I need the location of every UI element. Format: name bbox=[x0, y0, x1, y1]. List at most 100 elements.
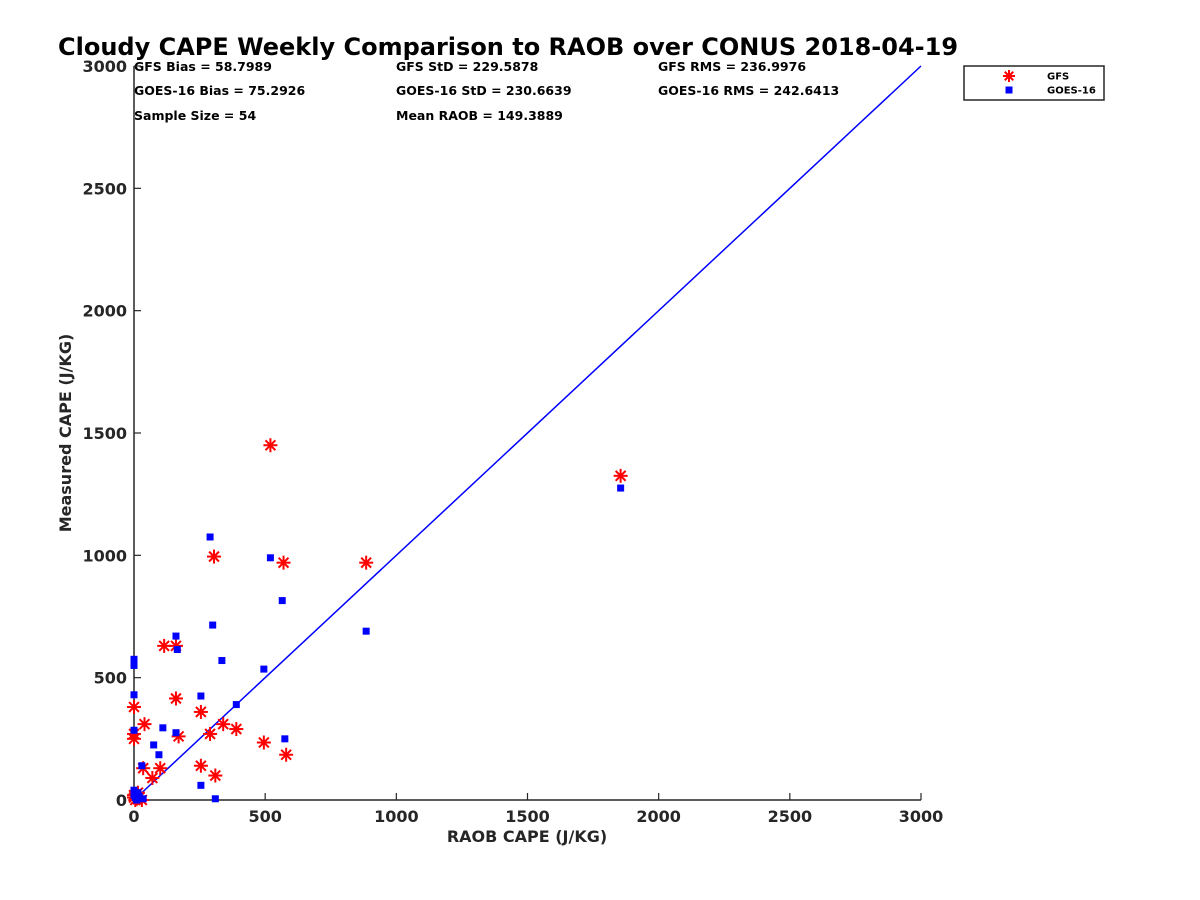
reference-line-group bbox=[133, 65, 922, 801]
asterisk-stroke bbox=[258, 736, 270, 749]
goes16-point bbox=[130, 726, 138, 734]
gfs-point bbox=[279, 747, 294, 762]
asterisk-stroke bbox=[277, 557, 290, 569]
gfs-point bbox=[145, 770, 160, 785]
chart-title: Cloudy CAPE Weekly Comparison to RAOB ov… bbox=[58, 33, 958, 61]
goes16-point bbox=[206, 533, 214, 541]
gfs-point bbox=[153, 761, 168, 776]
x-tick-label: 1000 bbox=[374, 807, 419, 826]
stat-text: Mean RAOB = 149.3889 bbox=[396, 108, 563, 123]
asterisk-stroke bbox=[146, 772, 159, 784]
goes16-point bbox=[617, 484, 625, 492]
goes16-point bbox=[211, 795, 219, 803]
y-tick-label: 2000 bbox=[82, 302, 127, 321]
goes16-point bbox=[266, 554, 274, 562]
goes16-point bbox=[134, 789, 142, 797]
asterisk-stroke bbox=[138, 718, 151, 730]
stat-text: Sample Size = 54 bbox=[134, 108, 256, 123]
legend-gfs-marker bbox=[1003, 70, 1015, 82]
asterisk-stroke bbox=[208, 550, 220, 563]
gfs-point bbox=[208, 768, 223, 783]
x-axis-label: RAOB CAPE (J/KG) bbox=[447, 827, 607, 846]
y-tick-label: 500 bbox=[94, 669, 127, 688]
x-tick-label: 1500 bbox=[505, 807, 550, 826]
y-tick-label: 1500 bbox=[82, 424, 127, 443]
gfs-point bbox=[256, 735, 271, 750]
asterisk-stroke bbox=[230, 723, 242, 735]
x-tick-label: 500 bbox=[248, 807, 281, 826]
gfs-point bbox=[193, 758, 208, 773]
goes16-point bbox=[260, 665, 268, 673]
gfs-point bbox=[613, 468, 628, 483]
gfs-point bbox=[229, 722, 244, 737]
y-tick-label: 2500 bbox=[82, 179, 127, 198]
data-points bbox=[127, 438, 628, 807]
goes16-point bbox=[232, 701, 240, 709]
asterisk-stroke bbox=[128, 733, 140, 745]
gfs-point bbox=[263, 438, 278, 453]
asterisk-stroke bbox=[264, 439, 277, 451]
asterisk-stroke bbox=[170, 640, 182, 652]
legend-label: GFS bbox=[1047, 72, 1069, 83]
goes16-point bbox=[138, 762, 146, 770]
y-axis-label: Measured CAPE (J/KG) bbox=[56, 334, 75, 533]
gfs-point bbox=[127, 731, 141, 746]
gfs-point bbox=[359, 555, 374, 570]
gfs-point bbox=[137, 717, 152, 732]
goes16-point bbox=[130, 655, 138, 663]
gfs-point bbox=[203, 726, 218, 741]
stat-text: GFS Bias = 58.7989 bbox=[134, 59, 272, 74]
x-tick-label: 3000 bbox=[899, 807, 944, 826]
gfs-point bbox=[168, 691, 183, 706]
goes16-point bbox=[209, 621, 217, 629]
one-to-one-line bbox=[133, 65, 922, 801]
goes16-point bbox=[281, 735, 289, 743]
goes16-point bbox=[133, 796, 141, 804]
stat-text: GOES-16 StD = 230.6639 bbox=[396, 83, 572, 98]
asterisk-stroke bbox=[170, 692, 182, 705]
legend-goes16-marker bbox=[1005, 86, 1013, 94]
x-tick-label: 2500 bbox=[768, 807, 813, 826]
legend-box bbox=[963, 65, 1105, 101]
goes16-point bbox=[172, 729, 180, 737]
y-tick-label: 0 bbox=[116, 791, 127, 810]
gfs-point bbox=[216, 717, 231, 732]
series-goes-16 bbox=[130, 484, 625, 804]
asterisk-stroke bbox=[1004, 71, 1014, 81]
y-tick-label: 1000 bbox=[82, 546, 127, 565]
legend-label: GOES-16 bbox=[1047, 86, 1096, 97]
goes16-point bbox=[130, 786, 138, 794]
x-ticks: 0 500 1000 1500 2000 2500 3000 bbox=[128, 793, 943, 826]
stat-text: GOES-16 Bias = 75.2926 bbox=[134, 83, 305, 98]
goes16-point bbox=[278, 597, 286, 605]
gfs-point bbox=[157, 638, 172, 653]
goes16-point bbox=[159, 724, 167, 732]
goes16-point bbox=[197, 692, 205, 700]
asterisk-stroke bbox=[154, 762, 166, 774]
asterisk-stroke bbox=[195, 706, 207, 718]
goes16-point bbox=[130, 661, 138, 669]
goes16-point bbox=[130, 691, 138, 699]
gfs-point bbox=[193, 704, 208, 719]
asterisk-stroke bbox=[217, 718, 229, 730]
gfs-point bbox=[207, 549, 222, 564]
goes16-point bbox=[173, 646, 181, 654]
goes16-point bbox=[218, 657, 226, 665]
goes16-point bbox=[135, 792, 143, 800]
goes16-point bbox=[155, 751, 163, 759]
statistics-block: GFS Bias = 58.7989 GFS StD = 229.5878 GFS … bbox=[134, 59, 839, 123]
asterisk-stroke bbox=[172, 730, 185, 743]
goes16-point bbox=[150, 741, 158, 749]
gfs-point bbox=[276, 555, 291, 570]
stat-text: GFS RMS = 236.9976 bbox=[658, 59, 806, 74]
asterisk-stroke bbox=[204, 728, 216, 740]
series-gfs bbox=[127, 438, 628, 807]
x-tick-label: 2000 bbox=[636, 807, 681, 826]
stat-text: GFS StD = 229.5878 bbox=[396, 59, 538, 74]
legend: GFS GOES-16 bbox=[963, 65, 1105, 101]
asterisk-stroke bbox=[158, 640, 170, 652]
asterisk-stroke bbox=[209, 769, 221, 782]
asterisk-stroke bbox=[280, 749, 292, 761]
stat-text: GOES-16 RMS = 242.6413 bbox=[658, 83, 839, 98]
